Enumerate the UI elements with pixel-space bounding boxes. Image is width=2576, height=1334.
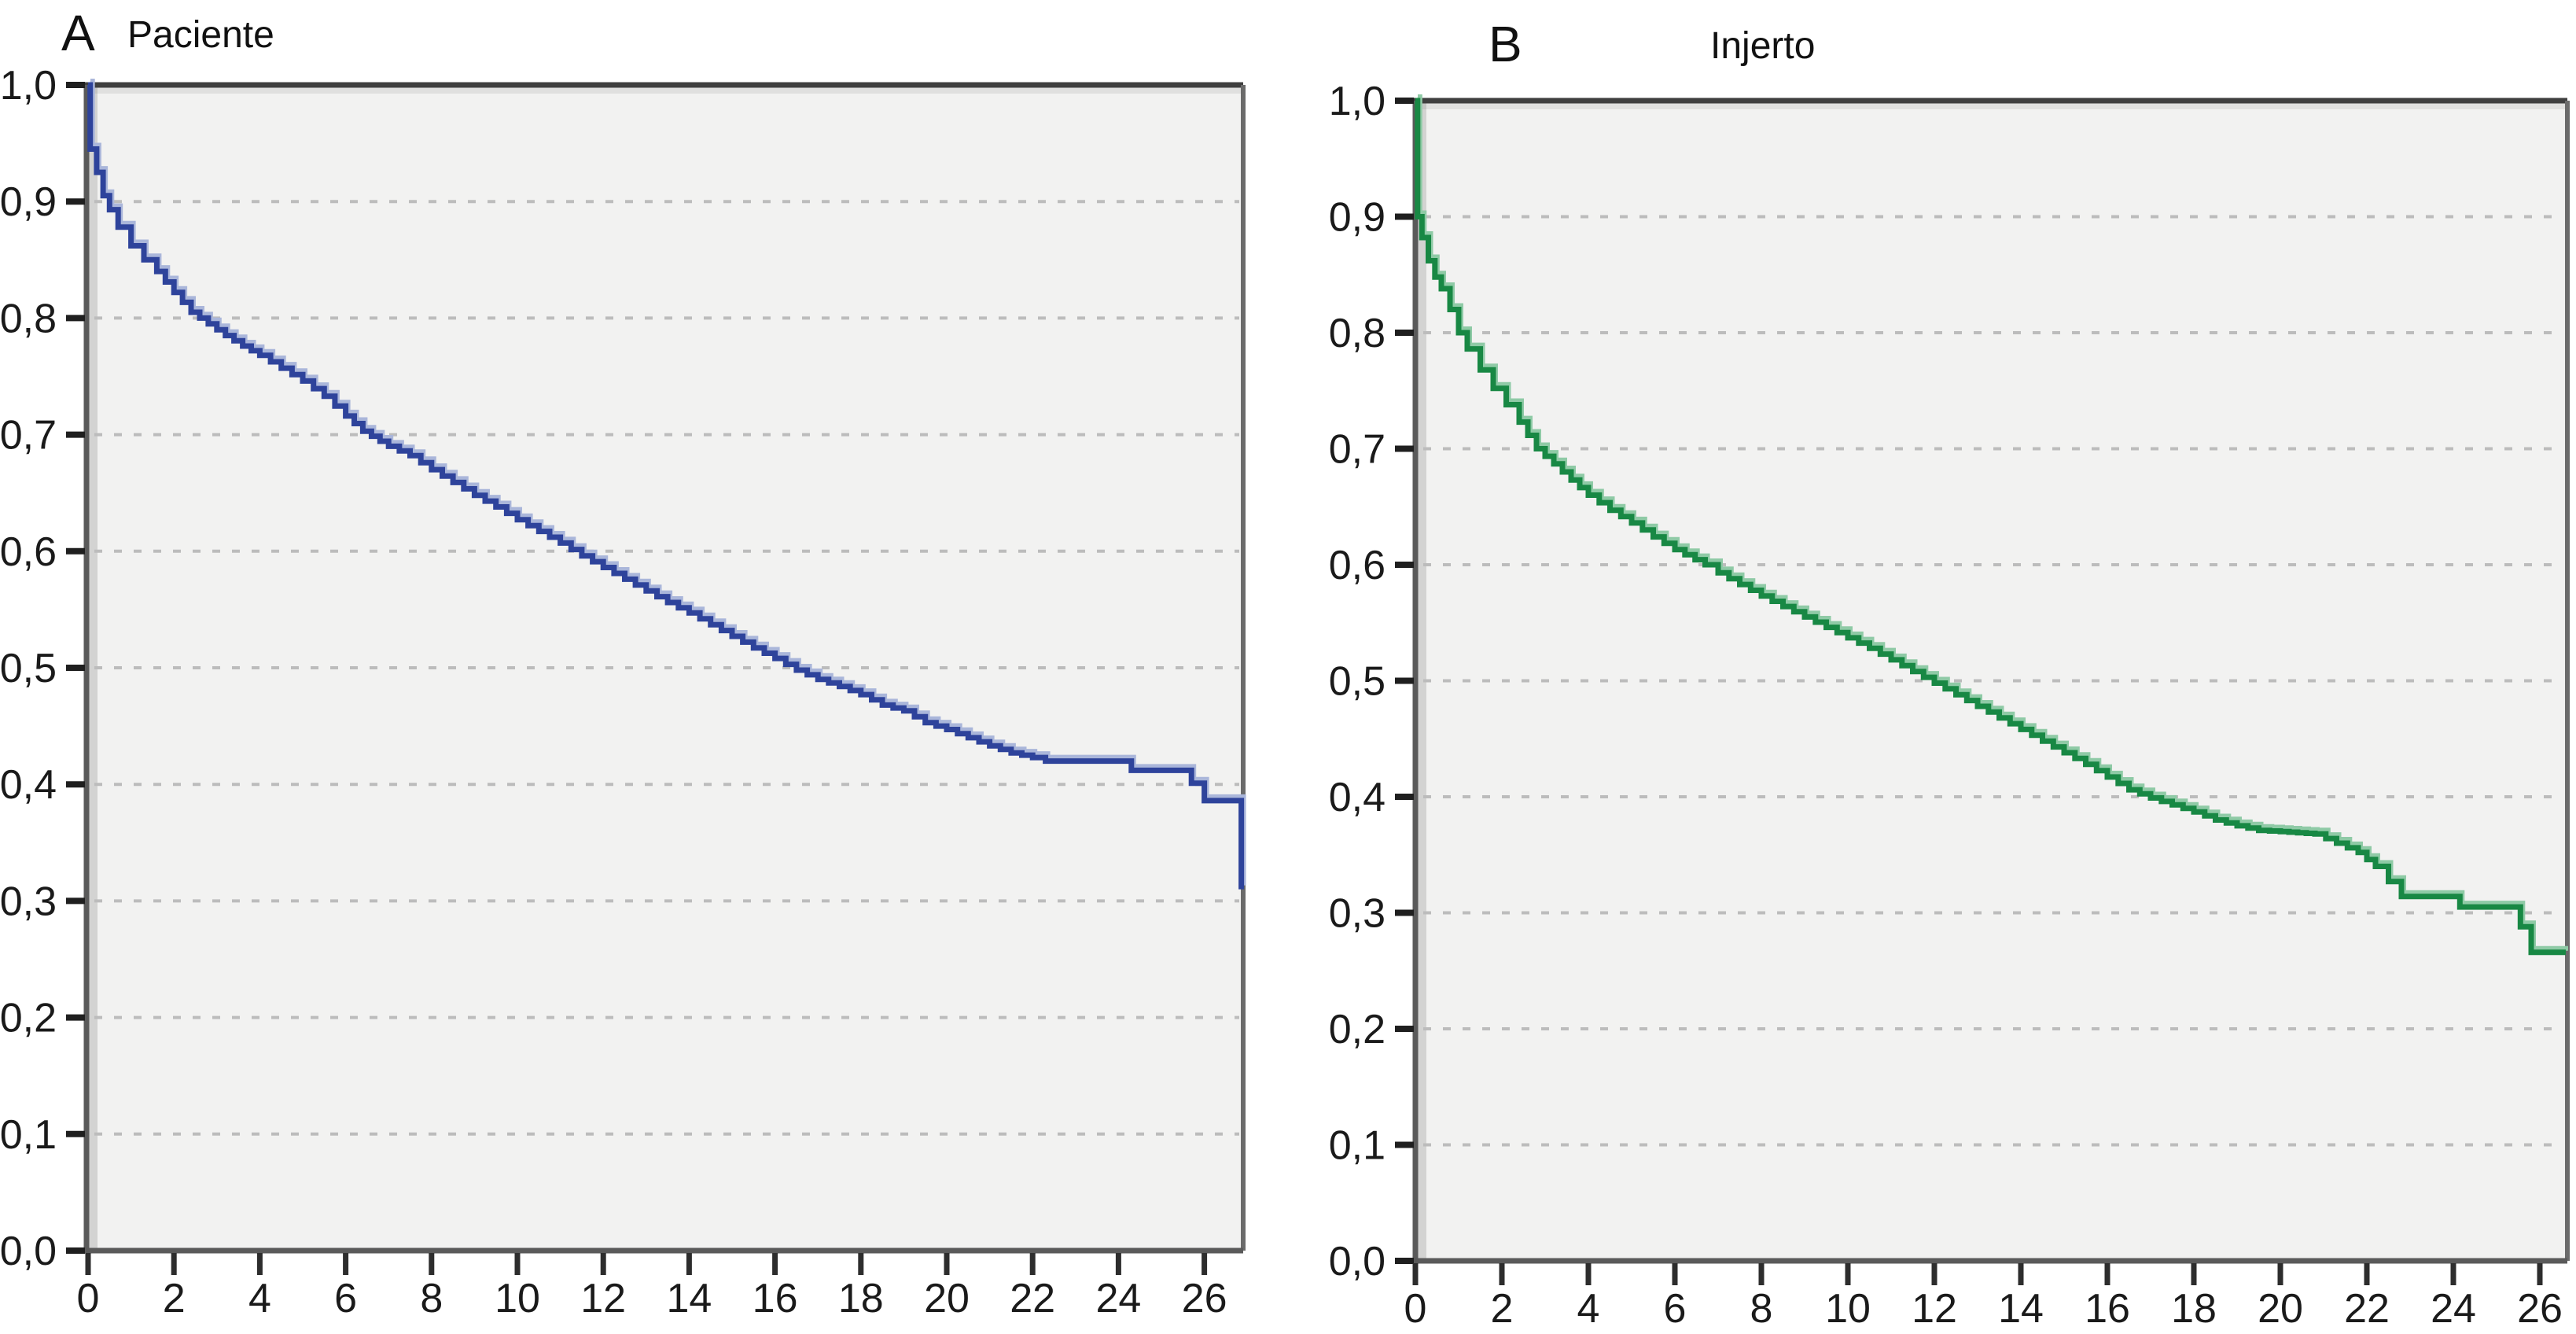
panel-b-x-tick-label: 10 [1825, 1286, 1871, 1330]
panel-a-x-tick-label: 24 [1095, 1276, 1141, 1321]
panel-a-y-tick-label: 0,1 [0, 1112, 57, 1158]
panel-b-y-tick-label: 0,8 [1329, 311, 1386, 356]
panel-b-y-tick-label: 0,5 [1329, 659, 1386, 705]
panel-a-x-tick-label: 4 [248, 1276, 271, 1321]
panel-b-x-tick-label: 4 [1577, 1286, 1600, 1330]
panel-b-y-tick-label: 0,7 [1329, 427, 1386, 473]
panel-b-x-tick-label: 18 [2171, 1286, 2217, 1330]
panel-a-x-tick-label: 26 [1182, 1276, 1227, 1321]
panel-b-x-tick-label: 14 [1998, 1286, 2044, 1330]
panel-a-y-tick-label: 0,0 [0, 1229, 57, 1274]
panel-b-y-tick-label: 0,0 [1329, 1239, 1386, 1284]
panel-a-y-tick-label: 0,8 [0, 296, 57, 341]
panel-b-x-tick-label: 16 [2085, 1286, 2130, 1330]
panel-b-title: Injerto [1710, 25, 1815, 67]
panel-a-label-letter: A [61, 5, 95, 61]
panel-b-inner-shadow-left [1418, 103, 1426, 1258]
panel-a-x-tick-label: 14 [666, 1276, 712, 1321]
panel-b-x-tick-label: 20 [2258, 1286, 2303, 1330]
panel-b-x-tick-label: 22 [2344, 1286, 2390, 1330]
panel-b-x-tick-label: 0 [1404, 1286, 1427, 1330]
panel-a-y-tick-label: 1,0 [0, 63, 57, 109]
panel-b-label-letter: B [1489, 16, 1522, 72]
panel-b-y-tick-label: 0,3 [1329, 891, 1386, 937]
panel-a-y-tick-label: 0,7 [0, 413, 57, 459]
panel-a-x-tick-label: 2 [163, 1276, 186, 1321]
panel-b-x-tick-label: 26 [2517, 1286, 2563, 1330]
panel-a-y-tick-label: 0,3 [0, 879, 57, 924]
panel-a-y-tick-label: 0,2 [0, 996, 57, 1041]
panel-a-x-tick-label: 16 [753, 1276, 798, 1321]
panel-a-x-tick-label: 18 [838, 1276, 884, 1321]
panel-b-y-tick-label: 0,9 [1329, 195, 1386, 241]
panel-a-inner-shadow-left [89, 87, 98, 1248]
panel-b-survival-curve [1415, 98, 2566, 956]
panel-a-y-tick-label: 0,6 [0, 529, 57, 575]
panel-b-y-tick-label: 0,6 [1329, 543, 1386, 588]
panel-b-x-tick-label: 24 [2431, 1286, 2476, 1330]
panel-a-x-tick-label: 0 [77, 1276, 100, 1321]
panel-b-x-tick-label: 6 [1664, 1286, 1687, 1330]
panel-a-inner-shadow-top [89, 87, 1241, 94]
panel-a-x-tick-label: 6 [334, 1276, 357, 1321]
panel-b-x-tick-label: 2 [1491, 1286, 1514, 1330]
panel-a-survival-curve [87, 82, 1245, 890]
panel-a-y-tick-label: 0,5 [0, 646, 57, 691]
panel-a-x-tick-label: 20 [924, 1276, 970, 1321]
panel-b-inner-shadow-top [1418, 103, 2565, 109]
panel-b-y-tick-label: 1,0 [1329, 79, 1386, 124]
panel-b-y-tick-label: 0,2 [1329, 1007, 1386, 1052]
panel-a-title: Paciente [127, 14, 274, 56]
panel-b-x-tick-label: 12 [1912, 1286, 1957, 1330]
panel-a-x-tick-label: 22 [1010, 1276, 1055, 1321]
panel-a-y-tick-label: 0,4 [0, 762, 57, 808]
panel-a-x-tick-label: 8 [420, 1276, 443, 1321]
panel-b-y-tick-label: 0,4 [1329, 775, 1386, 820]
panel-a-y-tick-label: 0,9 [0, 179, 57, 225]
panel-a-x-tick-label: 10 [495, 1276, 540, 1321]
panel-b-x-tick-label: 8 [1750, 1286, 1773, 1330]
panel-b-y-tick-label: 0,1 [1329, 1123, 1386, 1169]
panel-a-x-tick-label: 12 [580, 1276, 626, 1321]
